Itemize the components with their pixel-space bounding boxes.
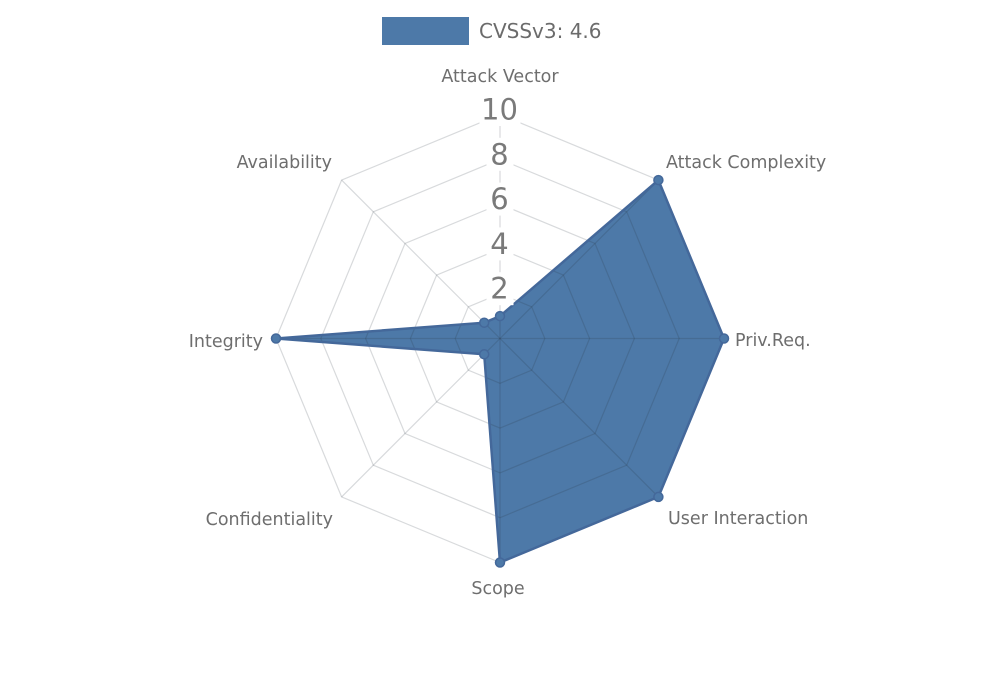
- tick-label-10: 10: [481, 93, 518, 127]
- tick-label-8: 8: [490, 137, 508, 171]
- data-point-integrity: [270, 333, 282, 344]
- data-point-attack-complexity: [653, 174, 664, 186]
- axis-label-attack-complexity: Attack Complexity: [666, 153, 826, 173]
- tick-backdrop-4: [486, 227, 514, 261]
- tick-label-6: 6: [490, 182, 508, 216]
- grid-ring-8: [320, 158, 680, 519]
- grid-ring-6: [364, 203, 636, 474]
- axis-spoke-availability: [341, 179, 501, 339]
- grid-ring-2: [454, 293, 546, 384]
- data-point-user-interaction: [653, 491, 664, 503]
- axis-label-confidentiality: Confidentiality: [206, 510, 333, 530]
- data-point-confidentiality: [478, 349, 490, 360]
- legend-color-swatch: [382, 17, 469, 45]
- tick-backdrop-6: [486, 182, 514, 216]
- grid-ring-4: [409, 248, 591, 429]
- data-point-priv-req: [718, 333, 730, 344]
- data-point-attack-vector: [494, 310, 506, 322]
- axis-label-priv-req: Priv.Req.: [735, 331, 811, 351]
- data-point-scope: [494, 557, 506, 568]
- legend-label: CVSSv3: 4.6: [479, 19, 602, 43]
- tick-backdrop-8: [486, 137, 514, 171]
- tick-label-2: 2: [490, 272, 508, 306]
- data-point-availability: [478, 317, 490, 328]
- tick-backdrop-10: [479, 93, 521, 126]
- tick-label-4: 4: [490, 227, 508, 261]
- axis-spoke-attack-complexity: [499, 179, 659, 339]
- axis-spoke-user-interaction: [499, 338, 659, 498]
- tick-backdrop-2: [486, 272, 514, 306]
- axis-label-availability: Availability: [237, 153, 332, 173]
- axis-label-integrity: Integrity: [189, 332, 263, 352]
- legend[interactable]: CVSSv3: 4.6: [382, 17, 602, 45]
- axis-label-attack-vector: Attack Vector: [441, 67, 559, 87]
- data-polygon-fill: [276, 180, 724, 563]
- axis-label-scope: Scope: [471, 579, 524, 599]
- axis-label-user-interaction: User Interaction: [668, 509, 808, 529]
- axis-spoke-confidentiality: [341, 338, 501, 498]
